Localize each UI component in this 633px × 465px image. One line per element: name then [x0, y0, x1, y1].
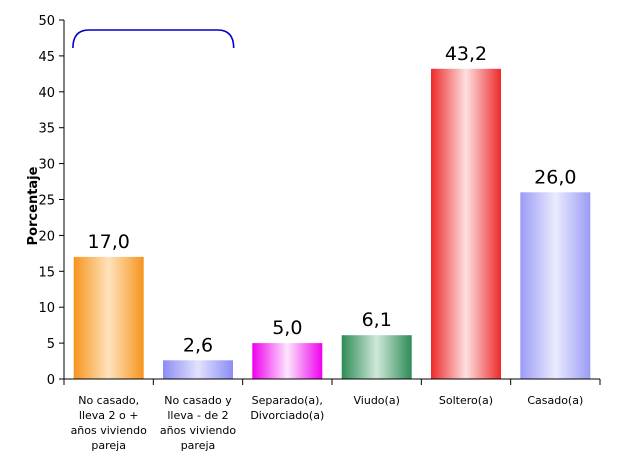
- y-tick-label-3: 15: [38, 265, 55, 280]
- bar-4: [431, 68, 501, 380]
- data-label-1: 2,6: [183, 334, 213, 356]
- y-tick-label-10: 50: [38, 14, 55, 29]
- group-bracket: [72, 29, 235, 49]
- y-tick-label-2: 10: [38, 301, 55, 316]
- y-tick-label-0: 0: [47, 373, 55, 388]
- data-label-0: 17,0: [88, 231, 130, 253]
- axes: 0 5 10 15 20 25 30 35 40 45 50: [38, 14, 601, 388]
- y-tick-label-7: 35: [38, 122, 55, 137]
- category-label-1: No casado y lleva - de 2 años viviendo pare…: [160, 394, 237, 452]
- data-label-5: 26,0: [534, 166, 576, 188]
- bar-2: [252, 343, 323, 379]
- data-label-3: 6,1: [362, 309, 392, 331]
- bar-5: [520, 192, 591, 379]
- y-tick-label-5: 25: [38, 194, 55, 209]
- y-tick-label-1: 5: [47, 337, 55, 352]
- y-tick-label-9: 45: [38, 50, 55, 65]
- bar-0: [73, 256, 144, 379]
- category-label-3: Viudo(a): [354, 394, 400, 407]
- y-tick-label-6: 30: [38, 158, 55, 173]
- bar-1: [163, 360, 233, 379]
- labels: 17,0 No casado, lleva 2 o + años viviendo pa…: [71, 43, 584, 452]
- data-label-4: 43,2: [445, 43, 487, 65]
- category-label-0: No casado, lleva 2 o + años viviendo pareja: [71, 394, 148, 452]
- bars: [73, 68, 591, 380]
- category-label-4: Soltero(a): [439, 394, 493, 407]
- data-label-2: 5,0: [272, 317, 302, 339]
- category-label-5: Casado(a): [527, 394, 583, 407]
- y-tick-label-4: 20: [38, 229, 55, 244]
- category-label-2: Separado(a), Divorciado(a): [250, 394, 324, 422]
- y-tick-label-8: 40: [38, 86, 55, 101]
- bar-3: [341, 335, 412, 379]
- y-axis-label: Porcentaje: [26, 166, 41, 245]
